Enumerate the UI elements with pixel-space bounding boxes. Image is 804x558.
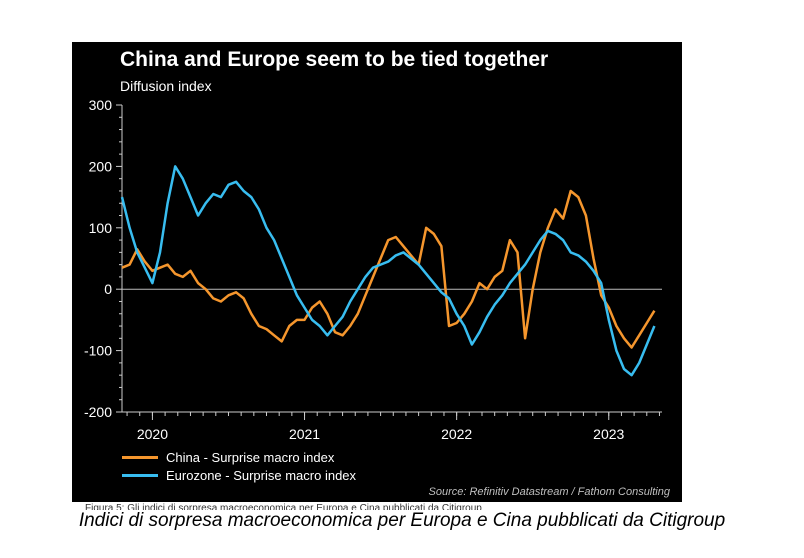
y-tick-label: 0	[104, 281, 112, 297]
chart-subtitle: Diffusion index	[120, 78, 212, 94]
legend-swatch-china	[122, 455, 158, 459]
legend-label-china: China - Surprise macro index	[166, 449, 335, 465]
line-chart: 300 200 100 0 -100 -200 2020 2021 2022 2023	[84, 97, 662, 442]
y-tick-label: -100	[84, 343, 112, 359]
series-layer	[120, 165, 656, 377]
source-note: Source: Refinitiv Datastream / Fathom Co…	[428, 486, 671, 498]
chart-title: China and Europe seem to be tied togethe…	[120, 48, 549, 71]
chart-legend: China - Surprise macro index Eurozone - …	[122, 448, 356, 484]
legend-item-china: China - Surprise macro index	[122, 448, 356, 466]
series-line-eurozone	[120, 165, 656, 377]
y-tick-label: 200	[89, 158, 113, 174]
chart-panel: China and Europe seem to be tied togethe…	[72, 42, 682, 502]
x-tick-label: 2020	[137, 426, 168, 442]
axis-layer: 300 200 100 0 -100 -200 2020 2021 2022 2023	[84, 97, 662, 442]
legend-swatch-eurozone	[122, 473, 158, 477]
legend-item-eurozone: Eurozone - Surprise macro index	[122, 466, 356, 484]
x-tick-label: 2021	[289, 426, 320, 442]
series-line-china	[121, 189, 656, 349]
x-tick-label: 2023	[593, 426, 624, 442]
y-tick-label: -200	[84, 404, 112, 420]
caption: Indici di sorpresa macroeconomica per Eu…	[78, 510, 726, 531]
legend-label-eurozone: Eurozone - Surprise macro index	[166, 467, 357, 483]
y-tick-label: 100	[89, 220, 113, 236]
y-tick-label: 300	[89, 97, 113, 113]
figure-caption-cut: Figura 5: Gli indici di sorpresa macroec…	[85, 503, 482, 510]
x-tick-label: 2022	[441, 426, 472, 442]
